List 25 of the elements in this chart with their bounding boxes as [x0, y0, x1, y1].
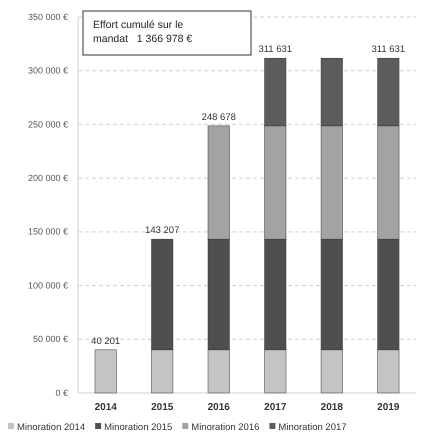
- x-tick-label: 2018: [320, 402, 344, 414]
- note-box: Effort cumulé sur le mandat 1 366 978 €: [82, 10, 252, 56]
- y-tick-label: 50 000 €: [32, 334, 68, 344]
- total-label: 248 678: [202, 112, 236, 123]
- y-tick-label: 100 000 €: [28, 280, 68, 290]
- y-tick-label: 250 000 €: [28, 119, 68, 130]
- x-tick-label: 2014: [94, 402, 118, 414]
- total-label: 143 207: [145, 225, 180, 236]
- legend-label: Minoration 2017: [278, 422, 347, 433]
- x-tick-label: 2019: [377, 402, 400, 414]
- legend-label: Minoration 2016: [191, 422, 260, 433]
- annotation: Effort cumulé sur le mandat 1 366 978 €: [93, 19, 192, 45]
- y-tick-label: 0 €: [55, 388, 68, 398]
- y-tick-label: 300 000 €: [28, 66, 68, 76]
- legend-label: Minoration 2015: [104, 422, 172, 433]
- total-label: 311 631: [258, 44, 292, 56]
- x-tick-label: 2016: [208, 402, 230, 414]
- y-tick-label: 350 000 €: [28, 12, 68, 22]
- y-tick-label: 150 000 €: [28, 226, 68, 237]
- x-tick-label: 2015: [151, 402, 174, 414]
- x-tick-label: 2017: [264, 402, 287, 414]
- total-label: 40 201: [91, 336, 120, 347]
- legend-label: Minoration 2014: [17, 422, 86, 433]
- y-tick-label: 200 000 €: [28, 173, 68, 184]
- total-label: 311 631: [371, 44, 406, 56]
